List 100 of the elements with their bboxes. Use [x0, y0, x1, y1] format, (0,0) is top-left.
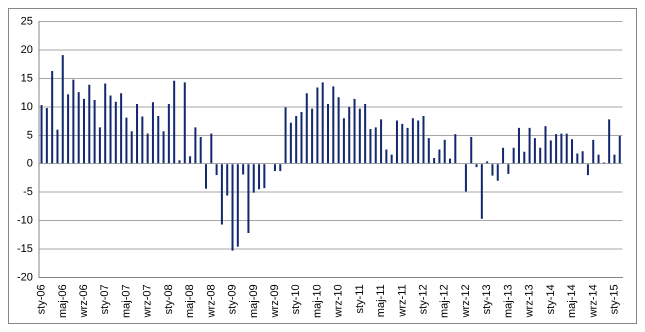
y-tick-label: 10: [20, 100, 33, 113]
bar: [354, 98, 356, 164]
bar: [464, 164, 467, 192]
bar: [582, 151, 584, 164]
bar: [258, 164, 260, 190]
x-tick-label: sty-08: [162, 284, 175, 314]
bar: [274, 164, 276, 172]
bar: [390, 154, 393, 164]
y-tick-label: 25: [20, 16, 33, 28]
bar: [613, 154, 616, 164]
bar: [480, 164, 483, 219]
bar: [104, 84, 106, 164]
bar: [428, 138, 430, 164]
x-tick-label: wrz-08: [205, 284, 218, 318]
bar: [62, 55, 64, 164]
x-tick-label: wrz-09: [268, 284, 281, 318]
y-tick-label: 5: [26, 129, 33, 142]
bar: [438, 149, 440, 164]
x-tick-label: maj-13: [502, 284, 514, 318]
bar: [162, 131, 165, 164]
y-tick-label: 0: [26, 158, 33, 170]
bar: [369, 129, 372, 164]
x-tick-label: wrz-07: [142, 284, 154, 318]
bar: [51, 71, 54, 164]
bar: [496, 164, 499, 181]
bar: [146, 134, 149, 164]
x-tick-label: maj-08: [184, 284, 196, 318]
x-tick-label: sty-15: [608, 284, 620, 314]
bar: [247, 164, 250, 234]
bar: [40, 105, 43, 164]
bar: [322, 82, 324, 164]
y-tick-label: -10: [16, 214, 33, 227]
bar: [417, 120, 420, 164]
bar: [444, 140, 446, 164]
bar: [316, 88, 318, 164]
bar: [618, 136, 621, 164]
x-tick-label: sty-11: [354, 284, 366, 314]
x-tick-label: maj-11: [375, 284, 388, 318]
bar: [78, 92, 80, 164]
x-tick-label: sty-09: [226, 284, 239, 314]
bar: [470, 136, 472, 164]
x-tick-label: wrz-11: [396, 284, 408, 318]
x-tick-label: sty-06: [36, 284, 48, 314]
bar: [125, 118, 128, 164]
bar: [157, 116, 160, 164]
x-tick-label: sty-07: [99, 284, 112, 314]
bar: [401, 124, 404, 164]
bar: [46, 108, 48, 164]
bar: [528, 128, 531, 164]
bar: [252, 164, 255, 193]
bar: [502, 148, 504, 164]
bar: [82, 98, 85, 164]
x-tick-label: sty-14: [544, 284, 557, 314]
bar: [242, 164, 244, 174]
bar: [130, 131, 133, 164]
bar: [136, 104, 138, 164]
bar: [342, 118, 345, 164]
x-tick-label: sty-12: [418, 284, 430, 314]
bar: [210, 134, 212, 164]
bar: [396, 120, 398, 164]
bar: [173, 80, 176, 164]
bar: [279, 164, 282, 172]
bar: [232, 164, 234, 251]
bar: [110, 95, 112, 164]
y-tick-label: 20: [20, 44, 33, 56]
x-tick-label: sty-13: [481, 284, 494, 314]
bar: [326, 104, 330, 164]
bar: [566, 134, 568, 164]
bar: [364, 104, 366, 164]
x-tick-label: maj-12: [438, 284, 451, 318]
bar: [358, 108, 361, 164]
bar: [571, 139, 574, 164]
bar: [555, 134, 558, 164]
bar: [263, 164, 266, 188]
bar: [306, 93, 308, 164]
bar: [189, 156, 192, 164]
bar: [284, 107, 287, 164]
x-tick-label: maj-14: [566, 284, 578, 318]
y-tick-label: -15: [16, 242, 33, 255]
bar: [184, 82, 186, 164]
bar: [507, 164, 510, 174]
bar: [412, 118, 414, 164]
bar: [348, 106, 350, 164]
bar: [216, 164, 218, 176]
bar: [67, 94, 70, 164]
bar: [380, 119, 382, 164]
bar: [290, 122, 292, 164]
bar: [454, 134, 456, 164]
y-tick-label: 15: [20, 72, 33, 84]
x-tick-label: wrz-13: [524, 284, 536, 318]
bar: [586, 164, 589, 176]
y-tick-label: -20: [16, 271, 33, 284]
bar: [550, 140, 552, 164]
bar: [534, 138, 536, 164]
bar: [141, 116, 144, 164]
x-tick-label: maj-07: [120, 284, 132, 318]
bar: [200, 136, 202, 164]
bar: [449, 158, 452, 164]
bar: [295, 116, 298, 164]
bar: [72, 80, 74, 164]
